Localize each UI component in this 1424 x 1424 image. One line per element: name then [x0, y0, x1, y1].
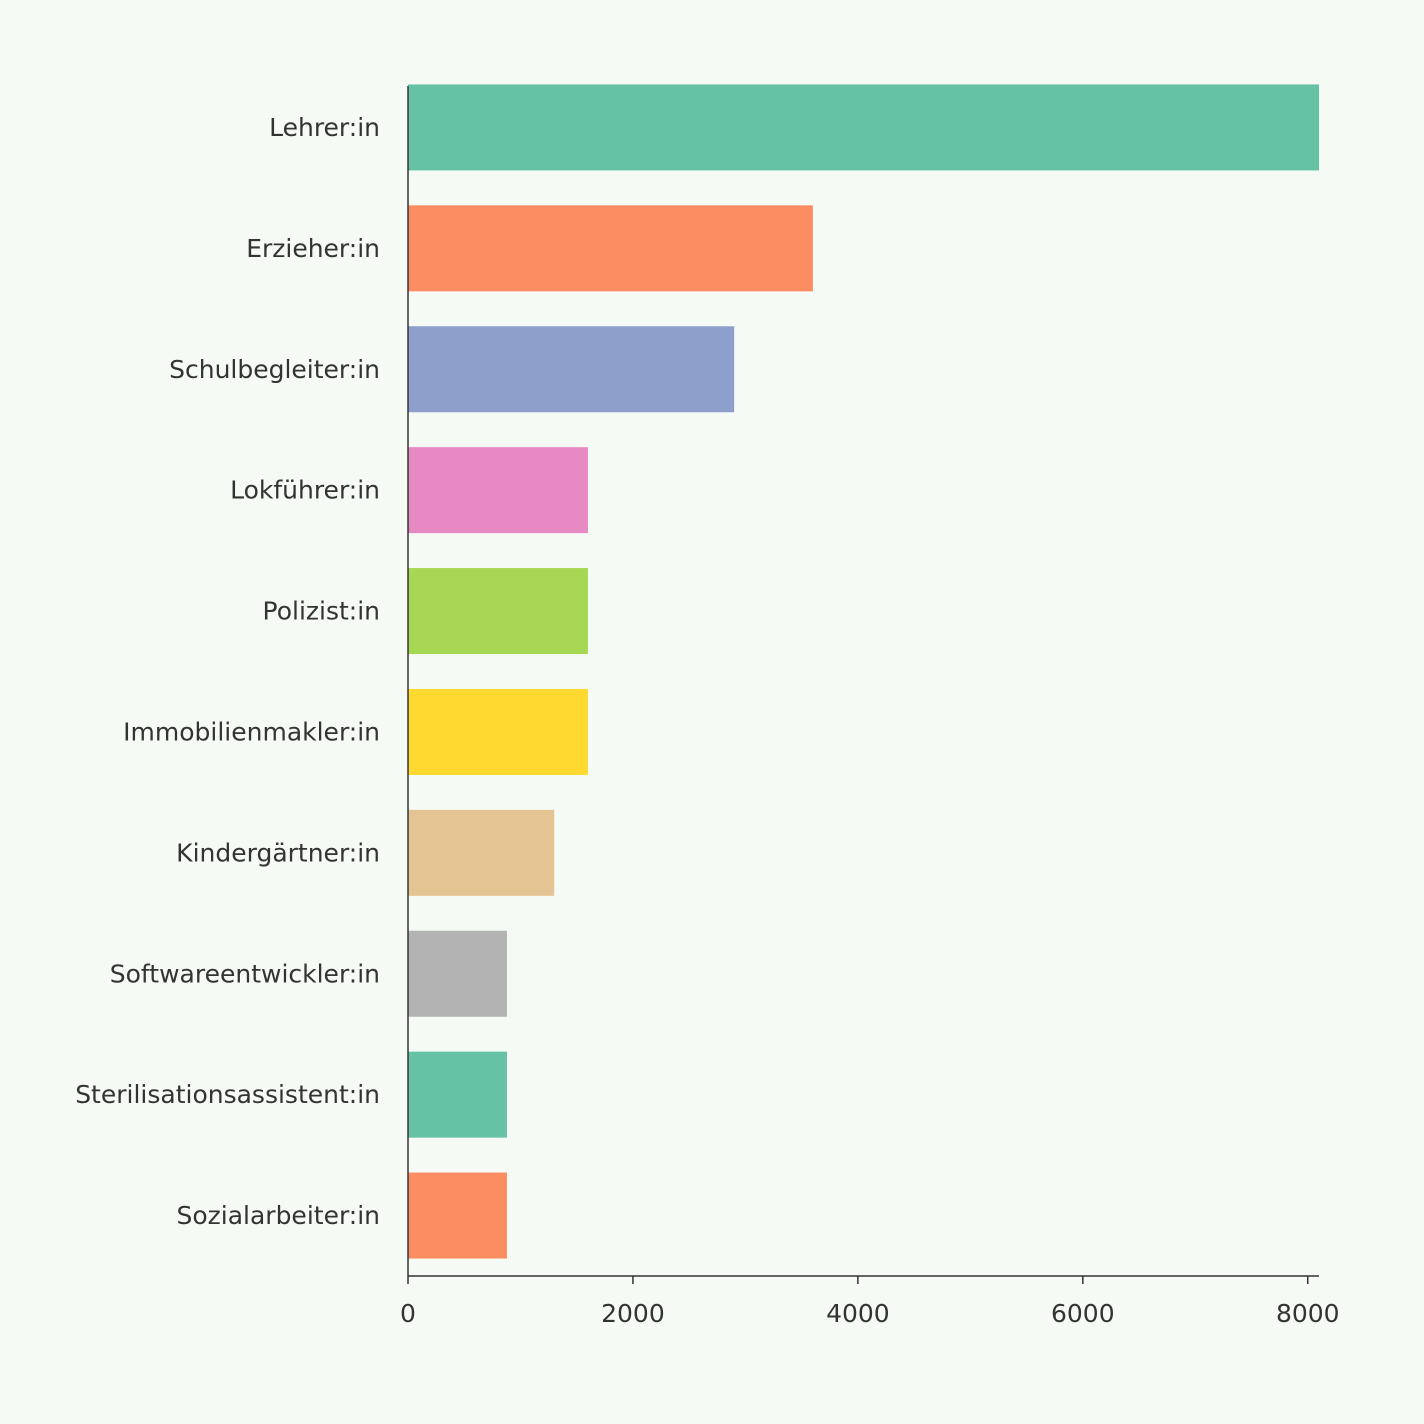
category-label: Polizist:in — [263, 597, 380, 626]
x-tick-label: 8000 — [1276, 1299, 1340, 1328]
bar — [408, 1051, 507, 1138]
category-label: Lehrer:in — [269, 113, 380, 142]
category-labels-group: Lehrer:in Erzieher:in Schulbegleiter:in Lok… — [75, 113, 380, 1230]
category-label: Kindergärtner:in — [176, 838, 380, 867]
bar — [408, 930, 507, 1017]
category-label: Erzieher:in — [246, 234, 380, 263]
bar — [408, 84, 1319, 171]
category-label: Softwareentwickler:in — [110, 959, 380, 988]
bar — [408, 447, 588, 534]
bar — [408, 809, 555, 896]
category-label: Sozialarbeiter:in — [176, 1201, 380, 1230]
category-label: Immobilienmakler:in — [123, 717, 380, 746]
category-label: Sterilisationsassistent:in — [75, 1080, 380, 1109]
bar — [408, 568, 588, 655]
x-ticks-group: 0 2000 4000 6000 8000 — [400, 1276, 1340, 1328]
x-tick-label: 0 — [400, 1299, 416, 1328]
bar — [408, 205, 813, 292]
category-label: Schulbegleiter:in — [169, 355, 380, 384]
x-tick-label: 4000 — [826, 1299, 890, 1328]
bars-group — [408, 84, 1319, 1259]
x-tick-label: 2000 — [601, 1299, 665, 1328]
x-tick-label: 6000 — [1051, 1299, 1115, 1328]
bar — [408, 1172, 507, 1259]
bar — [408, 326, 735, 413]
category-label: Lokführer:in — [230, 476, 380, 505]
bar — [408, 688, 588, 775]
